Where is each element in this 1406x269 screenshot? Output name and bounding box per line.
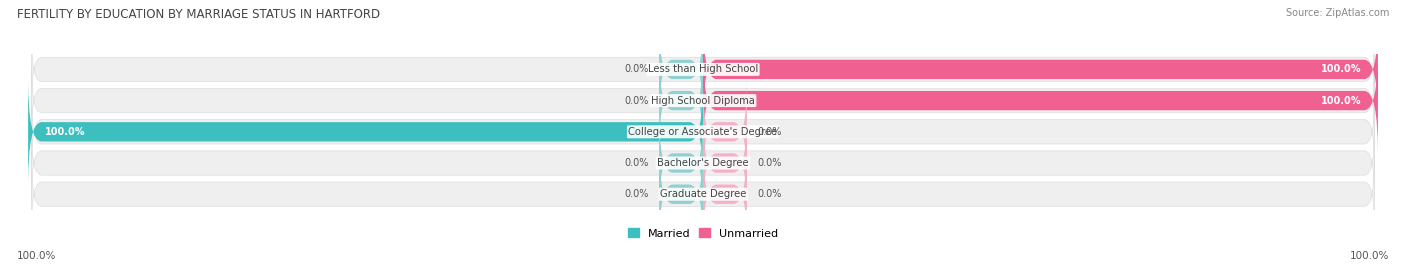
FancyBboxPatch shape [31, 128, 1375, 198]
FancyBboxPatch shape [703, 48, 1378, 153]
Text: FERTILITY BY EDUCATION BY MARRIAGE STATUS IN HARTFORD: FERTILITY BY EDUCATION BY MARRIAGE STATU… [17, 8, 380, 21]
FancyBboxPatch shape [703, 79, 747, 185]
Text: Less than High School: Less than High School [648, 64, 758, 75]
Text: 100.0%: 100.0% [1320, 64, 1361, 75]
Text: 100.0%: 100.0% [17, 251, 56, 261]
Text: 100.0%: 100.0% [45, 127, 86, 137]
Text: 0.0%: 0.0% [756, 127, 782, 137]
Text: Bachelor's Degree: Bachelor's Degree [657, 158, 749, 168]
FancyBboxPatch shape [31, 97, 1375, 167]
Text: 100.0%: 100.0% [1320, 95, 1361, 106]
Text: 0.0%: 0.0% [756, 158, 782, 168]
Text: High School Diploma: High School Diploma [651, 95, 755, 106]
FancyBboxPatch shape [31, 35, 1375, 104]
Text: 100.0%: 100.0% [1350, 251, 1389, 261]
Text: College or Associate's Degree: College or Associate's Degree [628, 127, 778, 137]
FancyBboxPatch shape [703, 110, 747, 216]
Text: Graduate Degree: Graduate Degree [659, 189, 747, 199]
Text: 0.0%: 0.0% [624, 95, 650, 106]
Text: 0.0%: 0.0% [624, 158, 650, 168]
FancyBboxPatch shape [31, 160, 1375, 229]
FancyBboxPatch shape [659, 141, 703, 247]
Text: 0.0%: 0.0% [756, 189, 782, 199]
FancyBboxPatch shape [659, 48, 703, 153]
Text: 0.0%: 0.0% [624, 64, 650, 75]
Text: 0.0%: 0.0% [624, 189, 650, 199]
FancyBboxPatch shape [703, 17, 1378, 122]
Legend: Married, Unmarried: Married, Unmarried [627, 228, 779, 239]
Text: Source: ZipAtlas.com: Source: ZipAtlas.com [1285, 8, 1389, 18]
FancyBboxPatch shape [659, 17, 703, 122]
FancyBboxPatch shape [703, 141, 747, 247]
FancyBboxPatch shape [28, 79, 703, 185]
FancyBboxPatch shape [659, 110, 703, 216]
FancyBboxPatch shape [31, 66, 1375, 135]
